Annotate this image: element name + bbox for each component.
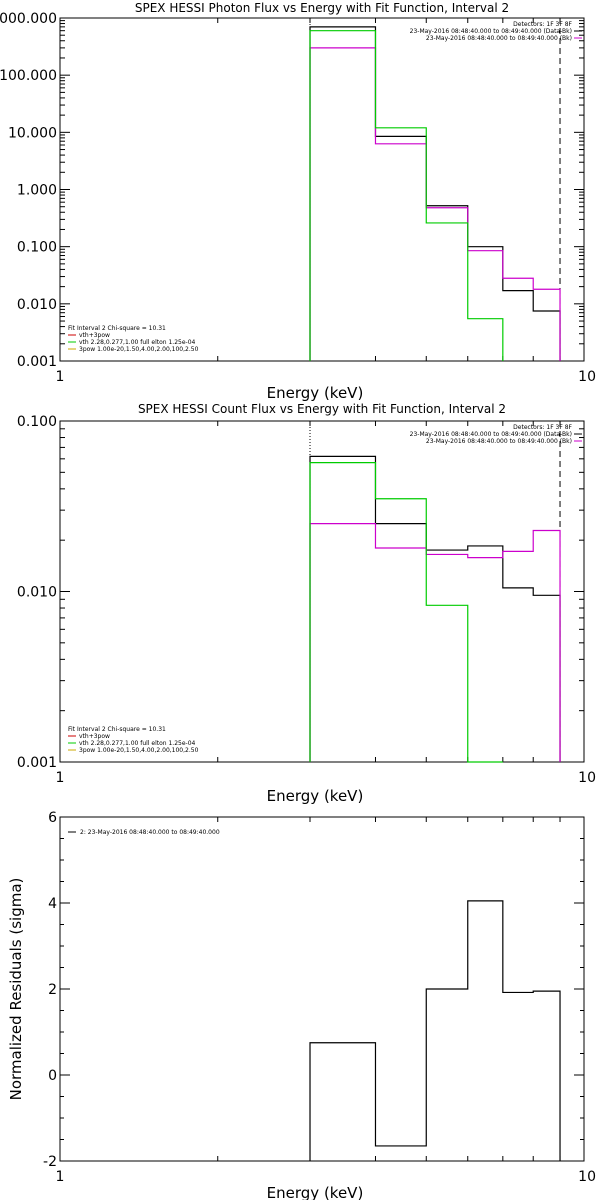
y-tick-label: 0.010 bbox=[17, 585, 57, 601]
y-axis-label: Normalized Residuals (sigma) bbox=[7, 878, 25, 1101]
x-tick-label: 1 bbox=[56, 1169, 65, 1185]
y-tick-label: 0.001 bbox=[17, 755, 57, 771]
legend-entry: 23-May-2016 08:48:40.000 to 08:49:40.000… bbox=[426, 35, 572, 42]
legend-entry: Detectors: 1F 3F 8F bbox=[513, 21, 572, 28]
chart-panel-1: 1 10 0.001 0.010 0.100 1.000 10.000 100.000 1000… bbox=[0, 1, 596, 402]
legend-entry: Fit Interval 2 Chi-square = 10.31 bbox=[68, 325, 166, 332]
data-series-1 bbox=[309, 26, 561, 361]
y-tick-label: 1.000 bbox=[17, 183, 57, 199]
legend-entry: Fit Interval 2 Chi-square = 10.31 bbox=[68, 726, 166, 733]
legend-entry: 3pow 1.00e-20,1.50,4.00,2.00,100,2.50 bbox=[79, 747, 199, 754]
y-tick-label: 4 bbox=[48, 896, 57, 912]
chart-panel-3: 1 10 -2 0 2 4 6 Energy (keV) Normalized Residual… bbox=[7, 810, 596, 1200]
y-tick-label: 10.000 bbox=[8, 125, 57, 141]
plot-frame bbox=[59, 17, 585, 362]
legend-entry: vth 2.28,0.277,1.00 full elton 1.25e-04 bbox=[79, 740, 196, 747]
y-tick-label: 2 bbox=[48, 982, 57, 998]
chart-title: SPEX HESSI Photon Flux vs Energy with Fi… bbox=[135, 1, 509, 15]
chart-title: SPEX HESSI Count Flux vs Energy with Fit… bbox=[138, 402, 506, 416]
x-axis-label: Energy (keV) bbox=[267, 384, 364, 402]
y-tick-label: 1000.000 bbox=[0, 11, 57, 27]
legend-entry: 3pow 1.00e-20,1.50,4.00,2.00,100,2.50 bbox=[79, 346, 199, 353]
y-tick-label: 0.100 bbox=[17, 414, 57, 430]
legend-entry: vth 2.28,0.277,1.00 full elton 1.25e-04 bbox=[79, 339, 196, 346]
y-tick-label: -2 bbox=[43, 1154, 57, 1170]
plot-frame bbox=[59, 420, 585, 763]
x-tick-label: 10 bbox=[578, 1169, 596, 1185]
y-tick-label: 0.001 bbox=[17, 354, 57, 370]
legend-entry: 23-May-2016 08:48:40.000 to 08:49:40.000… bbox=[410, 431, 572, 438]
x-axis-label: Energy (keV) bbox=[267, 787, 364, 805]
y-tick-label: 0.010 bbox=[17, 297, 57, 313]
chart-panel-2: 1 10 0.001 0.010 0.100 SPEX HESSI Count Flux … bbox=[17, 402, 596, 805]
y-tick-label: 100.000 bbox=[0, 68, 57, 84]
data-series-1 bbox=[309, 900, 561, 1161]
legend-entry: 2: 23-May-2016 08:48:40.000 to 08:49:40.… bbox=[80, 829, 220, 836]
legend-entry: Detectors: 1F 3F 8F bbox=[513, 424, 572, 431]
x-tick-label: 1 bbox=[56, 369, 65, 385]
data-series-3 bbox=[309, 462, 503, 763]
x-tick-label: 10 bbox=[578, 369, 596, 385]
data-series-2 bbox=[309, 523, 561, 762]
y-tick-label: 0.100 bbox=[17, 240, 57, 256]
x-axis-label: Energy (keV) bbox=[267, 1184, 364, 1200]
data-series-1 bbox=[309, 455, 561, 762]
x-tick-label: 1 bbox=[56, 770, 65, 786]
y-tick-label: 6 bbox=[48, 810, 57, 826]
legend-entry: 23-May-2016 08:48:40.000 to 08:49:40.000… bbox=[410, 28, 572, 35]
x-tick-label: 10 bbox=[578, 770, 596, 786]
plot-frame bbox=[59, 816, 585, 1162]
legend-entry: vth+3pow bbox=[79, 733, 110, 740]
data-series-2 bbox=[309, 47, 561, 361]
data-series-3 bbox=[309, 30, 504, 361]
y-tick-label: 0 bbox=[48, 1068, 57, 1084]
legend-entry: 23-May-2016 08:48:40.000 to 08:49:40.000… bbox=[426, 438, 572, 445]
legend-entry: vth+3pow bbox=[79, 332, 110, 339]
